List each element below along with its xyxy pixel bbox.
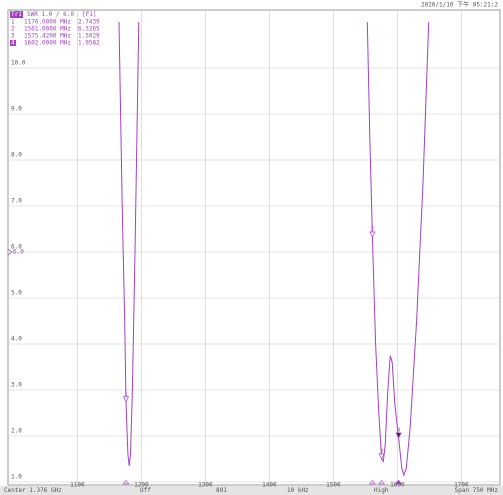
trace — [118, 21, 430, 477]
marker-frequency: 1575.4200 MHz — [24, 33, 71, 40]
active-marker-badge — [10, 40, 16, 46]
marker-frequency: 1561.0000 MHz — [24, 26, 71, 33]
y-tick-label: 10.0 — [11, 60, 26, 67]
marker-trace-label: 4 — [397, 427, 400, 433]
x-tick-label: 1300 — [198, 482, 213, 489]
timestamp: 2020/1/10 下午 05:21:2 — [421, 1, 498, 9]
status-item: High — [374, 487, 389, 494]
x-tick-label: 1100 — [70, 482, 85, 489]
x-tick-label: 1200 — [134, 482, 149, 489]
marker-number: 2 — [11, 26, 15, 33]
marker-number: 1 — [11, 19, 15, 26]
marker-value: 1.5029 — [78, 33, 100, 40]
bottom-marker — [368, 479, 376, 485]
x-tick-label: 1600 — [390, 482, 405, 489]
marker — [378, 453, 385, 460]
plot-frame — [7, 9, 501, 486]
reference-label: 6.0 — [13, 249, 24, 256]
marker-number: 3 — [11, 33, 15, 40]
marker-frequency: 1176.0000 MHz — [24, 19, 71, 26]
marker-trace-label: 3 — [380, 448, 383, 454]
status-bar — [0, 486, 503, 495]
marker-number: 4 — [11, 40, 15, 47]
marker — [122, 396, 130, 403]
x-tick-label: 1400 — [262, 482, 277, 489]
status-item: Center 1.376 GHz — [4, 487, 62, 494]
x-tick-label: 1700 — [454, 482, 469, 489]
marker-value: 6.3265 — [78, 26, 100, 33]
status-item: 10 kHz — [287, 487, 309, 494]
y-tick-label: 8.0 — [11, 152, 22, 159]
x-tick-label: 1500 — [326, 482, 341, 489]
marker-value: 2.7439 — [78, 19, 100, 26]
reference-marker — [7, 248, 13, 256]
marker-value: 1.9582 — [78, 40, 100, 47]
y-tick-label: 1.0 — [11, 474, 22, 481]
y-tick-label: 5.0 — [11, 290, 22, 297]
status-item: Span 750 MHz — [455, 487, 499, 494]
bottom-marker — [122, 479, 130, 485]
y-tick-label: 6.0 — [11, 244, 22, 251]
marker-frequency: 1602.0000 MHz — [24, 40, 71, 47]
bottom-marker — [378, 479, 386, 485]
status-item: Off — [140, 487, 151, 494]
marker — [369, 231, 376, 238]
trace-label: Tr1 — [11, 11, 22, 18]
trace-format: SWR 1.0 / 6.0 — [27, 11, 74, 18]
marker-trace-label: 1 — [124, 391, 127, 397]
trace-channel: [F1] — [82, 11, 96, 18]
y-tick-label: 7.0 — [11, 198, 22, 205]
y-tick-label: 4.0 — [11, 336, 22, 343]
y-tick-label: 9.0 — [11, 106, 22, 113]
bottom-marker — [395, 479, 403, 485]
status-item: 801 — [216, 487, 227, 494]
trace-badge — [10, 11, 23, 18]
y-tick-label: 3.0 — [11, 382, 22, 389]
marker — [395, 432, 402, 439]
y-tick-label: 2.0 — [11, 428, 22, 435]
marker-trace-label: 2 — [371, 226, 374, 232]
